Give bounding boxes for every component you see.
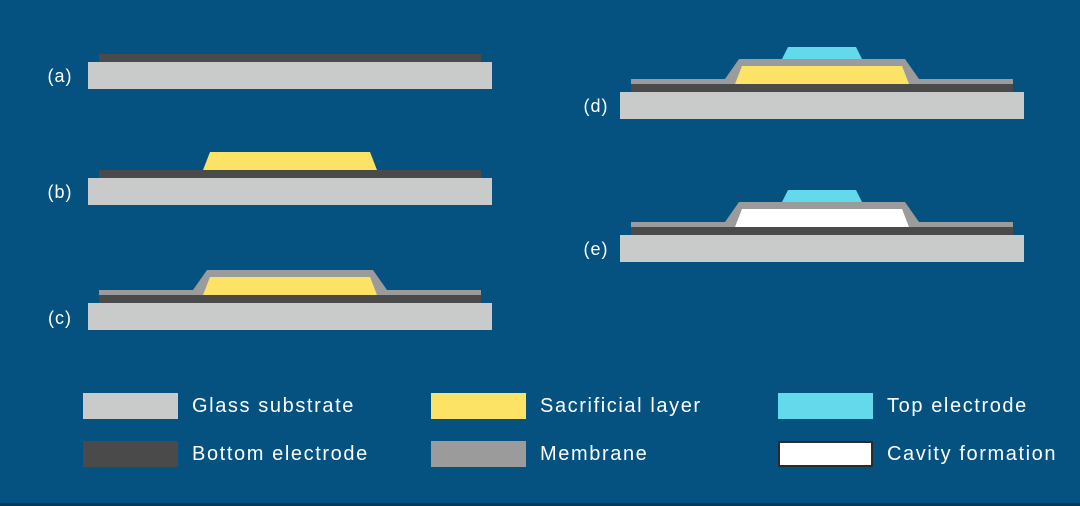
step-c-panel: [88, 270, 492, 330]
step-e-label: (e): [583, 239, 609, 259]
swatch-fill: [778, 393, 873, 419]
cavity-formation-swatch: [778, 441, 873, 467]
step-a-panel: [88, 54, 492, 89]
step-d-label: (d): [583, 96, 609, 116]
swatch-fill: [83, 393, 178, 419]
bottom-electrode-layer: [631, 227, 1013, 235]
legend-item-sacrificial-layer: Sacrificial layer: [431, 393, 702, 419]
sacrificial-layer: [735, 66, 909, 84]
bottom-electrode-layer: [99, 170, 481, 178]
swatch-fill: [778, 441, 873, 467]
legend-label: Sacrificial layer: [540, 394, 702, 417]
glass-substrate-layer: [88, 303, 492, 330]
step-e-panel: [620, 190, 1024, 262]
step-a-label: (a): [47, 66, 73, 86]
sacrificial-layer-swatch: [431, 393, 526, 419]
swatch-fill: [83, 441, 178, 467]
glass-substrate-layer: [88, 62, 492, 89]
top-electrode-layer: [782, 47, 862, 59]
cavity-layer: [735, 209, 909, 227]
legend-item-glass-substrate: Glass substrate: [83, 393, 355, 419]
legend-item-bottom-electrode: Bottom electrode: [83, 441, 369, 467]
glass-substrate-layer: [88, 178, 492, 205]
legend-label: Top electrode: [887, 394, 1028, 417]
swatch-fill: [431, 441, 526, 467]
legend-item-top-electrode: Top electrode: [778, 393, 1028, 419]
bottom-electrode-swatch: [83, 441, 178, 467]
top-electrode-layer: [782, 190, 862, 202]
top-electrode-swatch: [778, 393, 873, 419]
bottom-electrode-layer: [631, 84, 1013, 92]
step-b-label: (b): [47, 182, 73, 202]
legend-item-cavity-formation: Cavity formation: [778, 441, 1057, 467]
legend-label: Cavity formation: [887, 442, 1058, 465]
sacrificial-layer: [203, 277, 377, 295]
sacrificial-layer: [203, 152, 377, 170]
glass-substrate-layer: [620, 92, 1024, 119]
legend-item-membrane: Membrane: [431, 441, 648, 467]
membrane-swatch: [431, 441, 526, 467]
legend-label: Membrane: [540, 442, 649, 465]
bottom-electrode-layer: [99, 54, 481, 62]
legend-label: Bottom electrode: [192, 442, 369, 465]
step-d-panel: [620, 47, 1024, 119]
bottom-electrode-layer: [99, 295, 481, 303]
step-b-panel: [88, 152, 492, 205]
step-c-label: (c): [48, 308, 72, 328]
legend-label: Glass substrate: [192, 394, 355, 417]
glass-substrate-swatch: [83, 393, 178, 419]
glass-substrate-layer: [620, 235, 1024, 262]
swatch-fill: [431, 393, 526, 419]
